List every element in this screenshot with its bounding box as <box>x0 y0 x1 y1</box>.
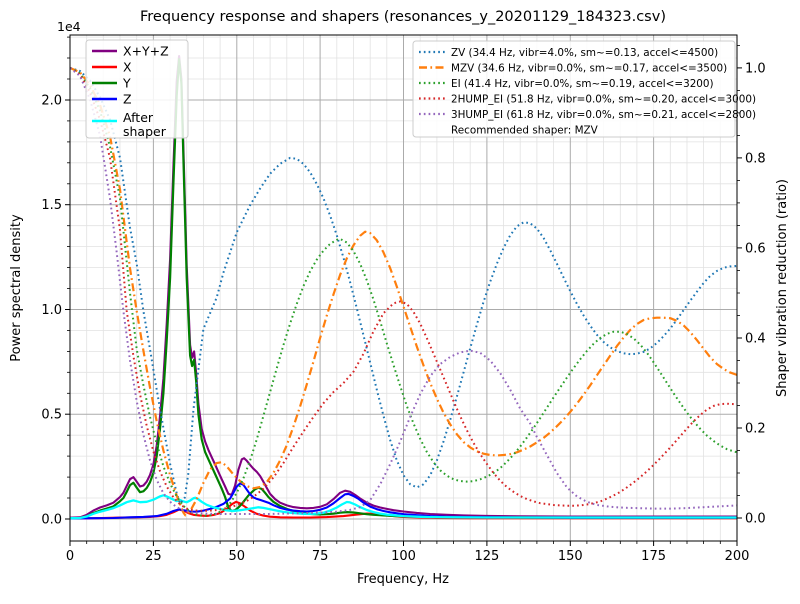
left-y-axis-label: Power spectral density <box>9 214 24 362</box>
right-y-axis-label: Shaper vibration reduction (ratio) <box>775 179 790 397</box>
legend-label-after_shaper: shaper <box>123 124 167 139</box>
legend-recommended-shaper: Recommended shaper: MZV <box>451 124 599 136</box>
legend-label-after_shaper: After <box>123 110 154 125</box>
series-xyz-line <box>70 54 737 519</box>
x-tick-label: 0 <box>66 549 74 564</box>
legend-label-y: Y <box>122 76 131 91</box>
legend-label-2hump_ei: 2HUMP_EI (51.8 Hz, vibr=0.0%, sm~=0.20, … <box>451 93 756 105</box>
series-2hump_ei-line <box>70 67 737 512</box>
legend-label-zv: ZV (34.4 Hz, vibr=4.0%, sm~=0.13, accel<… <box>451 47 718 59</box>
right-y-tick-label: 0.6 <box>745 241 766 256</box>
tick-marks <box>65 36 742 546</box>
x-tick-label: 100 <box>391 549 416 564</box>
right-y-tick-label: 0.0 <box>745 512 766 527</box>
legend-label-mzv: MZV (34.6 Hz, vibr=0.0%, sm~=0.17, accel… <box>451 62 727 74</box>
x-tick-label: 200 <box>725 549 750 564</box>
right-y-tick-label: 0.4 <box>745 332 766 347</box>
right-y-tick-label: 0.2 <box>745 422 766 437</box>
series-3hump_ei-line <box>70 67 737 515</box>
left-y-tick-label: 1.5 <box>41 198 62 213</box>
series-zv-line <box>70 66 737 505</box>
x-tick-label: 50 <box>229 549 246 564</box>
legend-frame <box>412 40 736 138</box>
right-y-tick-label: 1.0 <box>745 61 766 76</box>
legend-label-z: Z <box>123 92 132 107</box>
legend-label-xyz: X+Y+Z <box>123 44 169 59</box>
legend-label-x: X <box>123 60 132 75</box>
legend-frame <box>85 39 189 139</box>
series-after_shaper-line <box>70 494 737 520</box>
series-y-line <box>70 58 737 520</box>
x-tick-label: 75 <box>312 549 329 564</box>
left-y-tick-label: 0.0 <box>41 513 62 528</box>
x-tick-label: 125 <box>474 549 499 564</box>
right-y-tick-label: 0.8 <box>745 151 766 166</box>
chart-title: Frequency response and shapers (resonanc… <box>140 9 666 25</box>
legend-label-3hump_ei: 3HUMP_EI (61.8 Hz, vibr=0.0%, sm~=0.21, … <box>451 109 756 121</box>
x-tick-label: 175 <box>641 549 666 564</box>
legend-right: ZV (34.4 Hz, vibr=4.0%, sm~=0.13, accel<… <box>412 40 756 138</box>
tick-labels: 0 25 50 75 100 125 150 175 200 0.0 0.5 1.0 1.5 2.0 0.0… <box>41 61 765 564</box>
left-y-tick-label: 1.0 <box>41 303 62 318</box>
series-lines <box>70 54 737 520</box>
series-ei-line <box>70 67 737 517</box>
left-y-tick-label: 2.0 <box>41 94 62 109</box>
left-y-tick-label: 0.5 <box>41 408 62 423</box>
legend-label-ei: EI (41.4 Hz, vibr=0.0%, sm~=0.19, accel<… <box>451 78 714 90</box>
x-axis-label: Frequency, Hz <box>357 572 449 587</box>
x-tick-label: 25 <box>145 549 162 564</box>
y-axis-offset-label: 1e4 <box>57 19 81 34</box>
x-tick-label: 150 <box>558 549 583 564</box>
